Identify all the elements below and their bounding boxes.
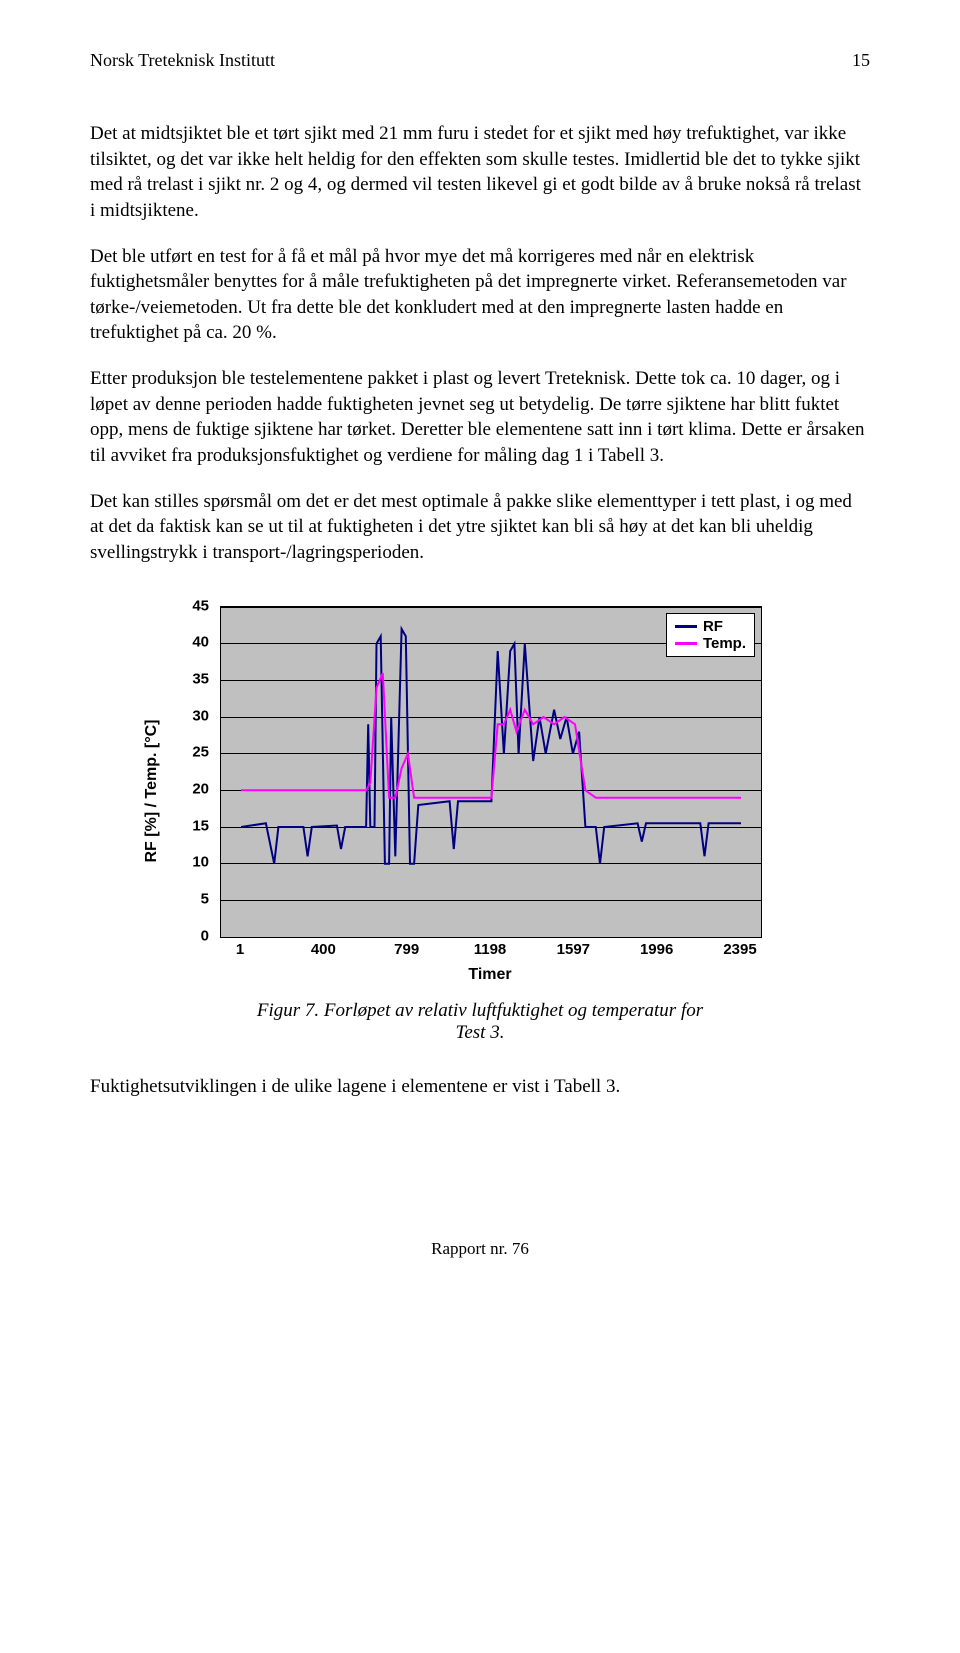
y-tick: 40 <box>192 634 209 651</box>
legend-item-temp: Temp. <box>675 635 746 652</box>
legend-label-temp: Temp. <box>703 635 746 652</box>
caption-line-2: Test 3. <box>456 1022 505 1043</box>
y-tick: 35 <box>192 670 209 687</box>
x-tick: 1996 <box>640 941 673 958</box>
y-axis-ticks: 051015202530354045 <box>160 606 215 936</box>
paragraph-4: Det kan stilles spørsmål om det er det m… <box>90 489 870 566</box>
chart-container: RF [%] / Temp. [°C] 051015202530354045 R… <box>160 596 870 986</box>
y-tick: 25 <box>192 744 209 761</box>
legend-label-rf: RF <box>703 618 723 635</box>
legend-swatch-temp <box>675 642 697 645</box>
y-tick: 15 <box>192 817 209 834</box>
chart: RF [%] / Temp. [°C] 051015202530354045 R… <box>160 596 800 986</box>
caption-line-1: Figur 7. Forløpet av relativ luftfuktigh… <box>257 1000 703 1021</box>
paragraph-3: Etter produksjon ble testelementene pakk… <box>90 366 870 469</box>
y-tick: 10 <box>192 854 209 871</box>
x-tick: 2395 <box>723 941 756 958</box>
y-tick: 20 <box>192 780 209 797</box>
chart-legend: RF Temp. <box>666 613 755 657</box>
page: Norsk Treteknisk Institutt 15 Det at mid… <box>0 0 960 1299</box>
paragraph-5: Fuktighetsutviklingen i de ulike lagene … <box>90 1074 870 1100</box>
legend-swatch-rf <box>675 625 697 628</box>
series-temp <box>241 673 741 798</box>
y-tick: 30 <box>192 707 209 724</box>
y-axis-label: RF [%] / Temp. [°C] <box>143 719 161 862</box>
page-number: 15 <box>852 50 870 71</box>
x-tick: 1597 <box>557 941 590 958</box>
page-footer: Rapport nr. 76 <box>90 1239 870 1259</box>
x-tick: 400 <box>311 941 336 958</box>
legend-item-rf: RF <box>675 618 746 635</box>
paragraph-2: Det ble utført en test for å få et mål p… <box>90 244 870 347</box>
plot-area: RF Temp. <box>220 606 762 938</box>
figure-caption: Figur 7. Forløpet av relativ luftfuktigh… <box>90 1000 870 1044</box>
x-tick: 1198 <box>474 941 507 958</box>
y-tick: 5 <box>201 890 209 907</box>
x-tick: 1 <box>236 941 244 958</box>
paragraph-1: Det at midtsjiktet ble et tørt sjikt med… <box>90 121 870 224</box>
y-tick: 0 <box>201 927 209 944</box>
header-title: Norsk Treteknisk Institutt <box>90 50 275 71</box>
series-rf <box>241 629 741 864</box>
x-tick: 799 <box>394 941 419 958</box>
y-tick: 45 <box>192 597 209 614</box>
page-header: Norsk Treteknisk Institutt 15 <box>90 50 870 71</box>
x-axis-label: Timer <box>220 966 760 984</box>
